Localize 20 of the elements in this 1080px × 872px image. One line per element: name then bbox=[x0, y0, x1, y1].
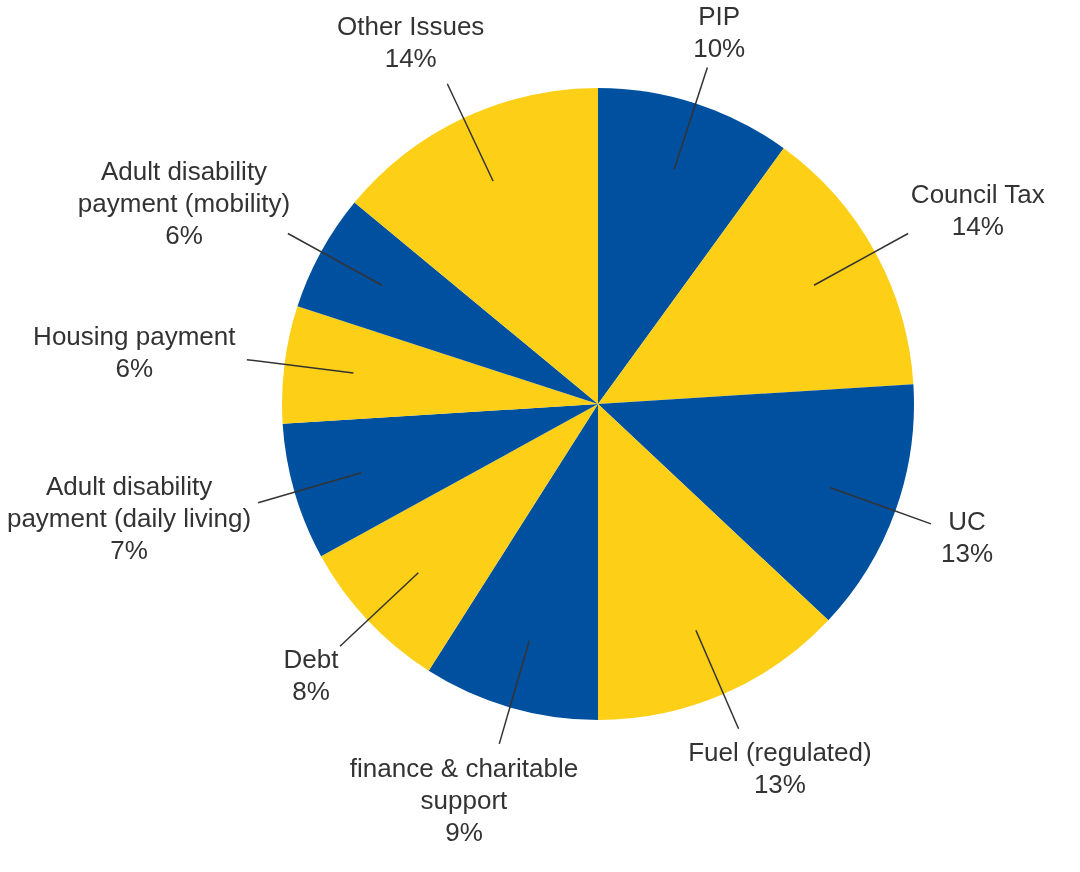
data-label: 7% bbox=[110, 534, 148, 565]
slice-label: PIP bbox=[698, 1, 741, 32]
slice-label: Adult disability payment (daily living) bbox=[6, 470, 252, 533]
data-label: 8% bbox=[292, 675, 330, 706]
slice-label: UC bbox=[948, 506, 986, 537]
data-label: 9% bbox=[445, 816, 483, 847]
data-label: 14% bbox=[951, 211, 1004, 242]
data-label: 6% bbox=[165, 219, 203, 250]
data-label: 13% bbox=[941, 538, 994, 569]
data-label: 10% bbox=[693, 33, 746, 64]
data-label: 13% bbox=[753, 768, 806, 799]
slice-label: finance & charitable support bbox=[349, 752, 579, 815]
slice-label: Adult disability payment (mobility) bbox=[77, 155, 291, 218]
data-label: 14% bbox=[384, 42, 437, 73]
slice-label: Other Issues bbox=[336, 10, 485, 41]
slice-label: Fuel (regulated) bbox=[688, 736, 872, 767]
slice-label: Debt bbox=[283, 643, 340, 674]
slice-label: Council Tax bbox=[910, 179, 1045, 210]
slice-label: Housing payment bbox=[33, 321, 237, 352]
data-label: 6% bbox=[115, 353, 154, 384]
